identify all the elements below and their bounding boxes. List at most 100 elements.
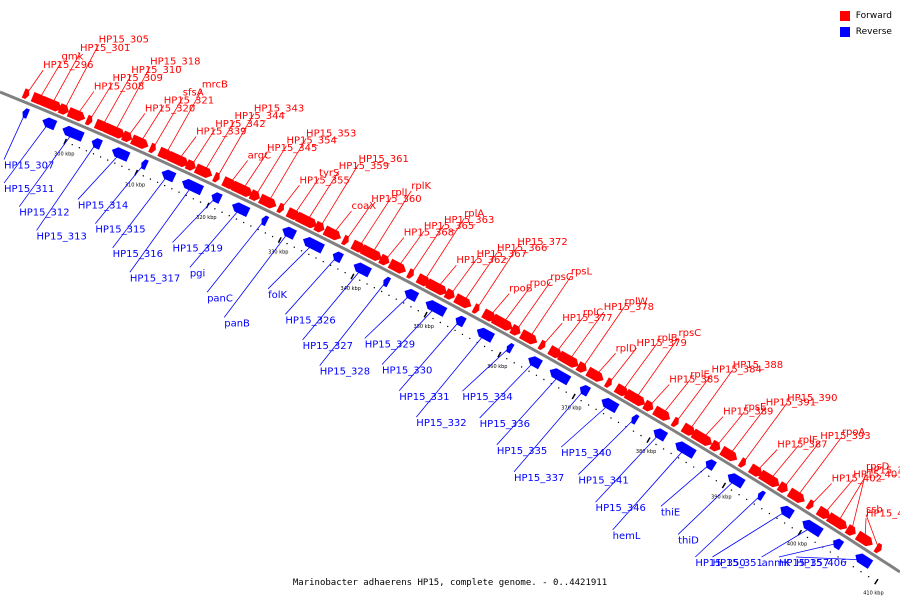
scale-minor-tick bbox=[380, 290, 383, 293]
label-leader-line bbox=[513, 389, 585, 473]
forward-gene-label: HP15_305 bbox=[99, 35, 149, 46]
forward-gene-arrow bbox=[471, 303, 480, 314]
reverse-gene-label: HP15_335 bbox=[497, 446, 547, 457]
scale-ticks: 300 kbp 310 kbp 320 kbp 330 kbp 340 kbp 350 k… bbox=[54, 138, 884, 597]
reverse-gene-arrow bbox=[425, 300, 448, 317]
forward-gene-arrow bbox=[805, 499, 814, 510]
forward-gene-label: HP15_363 bbox=[444, 215, 494, 226]
forward-gene-label: rpoC bbox=[530, 278, 554, 289]
scale-minor-tick bbox=[852, 566, 855, 568]
label-leader-line bbox=[267, 138, 307, 203]
label-leader-line bbox=[129, 185, 193, 273]
scale-minor-tick bbox=[506, 358, 508, 360]
forward-gene-arrow bbox=[719, 445, 738, 462]
label-leader-line bbox=[410, 224, 445, 275]
reverse-gene-label: HP15_331 bbox=[399, 392, 449, 403]
label-leader-line bbox=[778, 542, 838, 558]
forward-gene-arrow bbox=[557, 350, 579, 368]
label-leader-line bbox=[178, 136, 197, 161]
forward-gene-arrow bbox=[406, 268, 414, 279]
label-leader-line bbox=[496, 375, 560, 446]
scale-minor-tick bbox=[587, 404, 590, 406]
forward-gene-arrow bbox=[102, 122, 125, 139]
reverse-gene-label: HP15_336 bbox=[480, 419, 530, 430]
gene-labels: HP15_296gmkHP15_301HP15_305HP15_308HP15_… bbox=[4, 35, 900, 569]
forward-gene-label: HP15_385 bbox=[669, 375, 719, 386]
scale-minor-tick bbox=[199, 201, 202, 203]
label-leader-line bbox=[635, 337, 679, 400]
reverse-gene-label: HP15_337 bbox=[514, 473, 564, 484]
scale-minor-tick bbox=[670, 452, 672, 455]
label-leader-lines bbox=[3, 44, 880, 561]
forward-gene-arrow bbox=[509, 324, 521, 336]
reverse-gene-label: anmK bbox=[762, 558, 791, 569]
label-leader-line bbox=[3, 122, 50, 184]
reverse-gene-arrow bbox=[675, 441, 697, 459]
forward-gene-arrow bbox=[575, 361, 587, 373]
reverse-gene-label: HP15_341 bbox=[578, 476, 628, 487]
scale-minor-tick bbox=[602, 412, 605, 415]
forward-gene-label: rplF bbox=[799, 435, 818, 446]
scale-minor-tick bbox=[535, 374, 538, 377]
scale-tick bbox=[571, 393, 576, 400]
forward-gene-label: HP15_387 bbox=[777, 440, 827, 451]
forward-gene-label: rplW bbox=[625, 297, 648, 308]
scale-minor-tick bbox=[761, 508, 763, 510]
label-leader-line bbox=[612, 448, 686, 531]
scale-minor-tick bbox=[768, 512, 771, 515]
label-leader-line bbox=[189, 208, 241, 268]
scale-minor-tick bbox=[543, 378, 545, 381]
scale-minor-tick bbox=[632, 430, 635, 432]
label-leader-line bbox=[783, 440, 821, 489]
label-leader-line bbox=[677, 479, 736, 535]
scale-minor-tick bbox=[121, 165, 123, 168]
label-leader-line bbox=[319, 164, 359, 228]
label-leader-line bbox=[415, 333, 486, 418]
scale-minor-tick bbox=[329, 264, 332, 267]
scale-minor-tick bbox=[447, 325, 449, 328]
label-leader-line bbox=[216, 113, 255, 178]
scale-tick-label: 310 kbp bbox=[125, 183, 145, 189]
scale-minor-tick bbox=[677, 457, 680, 459]
scale-minor-tick bbox=[128, 168, 130, 171]
scale-minor-tick bbox=[483, 345, 486, 348]
reverse-gene-arrow bbox=[549, 368, 572, 386]
reverse-gene-arrow bbox=[353, 262, 372, 278]
label-leader-line bbox=[865, 514, 880, 549]
scale-minor-tick bbox=[513, 362, 515, 364]
gene-features bbox=[21, 88, 882, 569]
reverse-gene-arrow bbox=[62, 125, 85, 142]
forward-gene-arrow bbox=[537, 339, 546, 351]
scale-minor-tick bbox=[558, 387, 560, 389]
label-leader-line bbox=[63, 44, 100, 111]
forward-gene-label: HP15_366 bbox=[497, 243, 547, 254]
reverse-gene-label: hemL bbox=[613, 531, 641, 542]
forward-gene-arrow bbox=[585, 366, 604, 382]
label-leader-line bbox=[769, 444, 799, 481]
scale-minor-tick bbox=[402, 302, 405, 304]
forward-gene-arrow bbox=[387, 258, 406, 274]
forward-gene-label: HP15_353 bbox=[306, 128, 356, 139]
scale-minor-tick bbox=[315, 257, 317, 259]
forward-gene-label: HP15_402 bbox=[832, 473, 882, 484]
scale-minor-tick bbox=[228, 214, 230, 217]
label-leader-line bbox=[358, 197, 392, 248]
reverse-gene-label: HP15_311 bbox=[4, 184, 54, 195]
reverse-gene-label: HP15_326 bbox=[285, 315, 335, 326]
scale-minor-tick bbox=[617, 421, 620, 424]
forward-gene-label: HP15_296 bbox=[43, 60, 93, 71]
scale-minor-tick bbox=[610, 417, 612, 419]
forward-gene-arrow bbox=[844, 524, 856, 536]
forward-gene-label: rplC bbox=[583, 307, 603, 318]
scale-tick-label: 400 kbp bbox=[787, 542, 807, 548]
forward-gene-label: HP15_372 bbox=[517, 237, 567, 248]
label-leader-line bbox=[761, 526, 812, 558]
label-leader-line bbox=[582, 306, 625, 369]
scale-tick-label: 370 kbp bbox=[561, 406, 581, 412]
reverse-gene-arrow bbox=[22, 108, 30, 119]
reverse-gene-label: panC bbox=[207, 293, 233, 304]
forward-gene-arrow bbox=[378, 253, 390, 266]
forward-gene-label: HP15_391 bbox=[766, 397, 816, 408]
forward-gene-label: rplB bbox=[657, 333, 677, 344]
